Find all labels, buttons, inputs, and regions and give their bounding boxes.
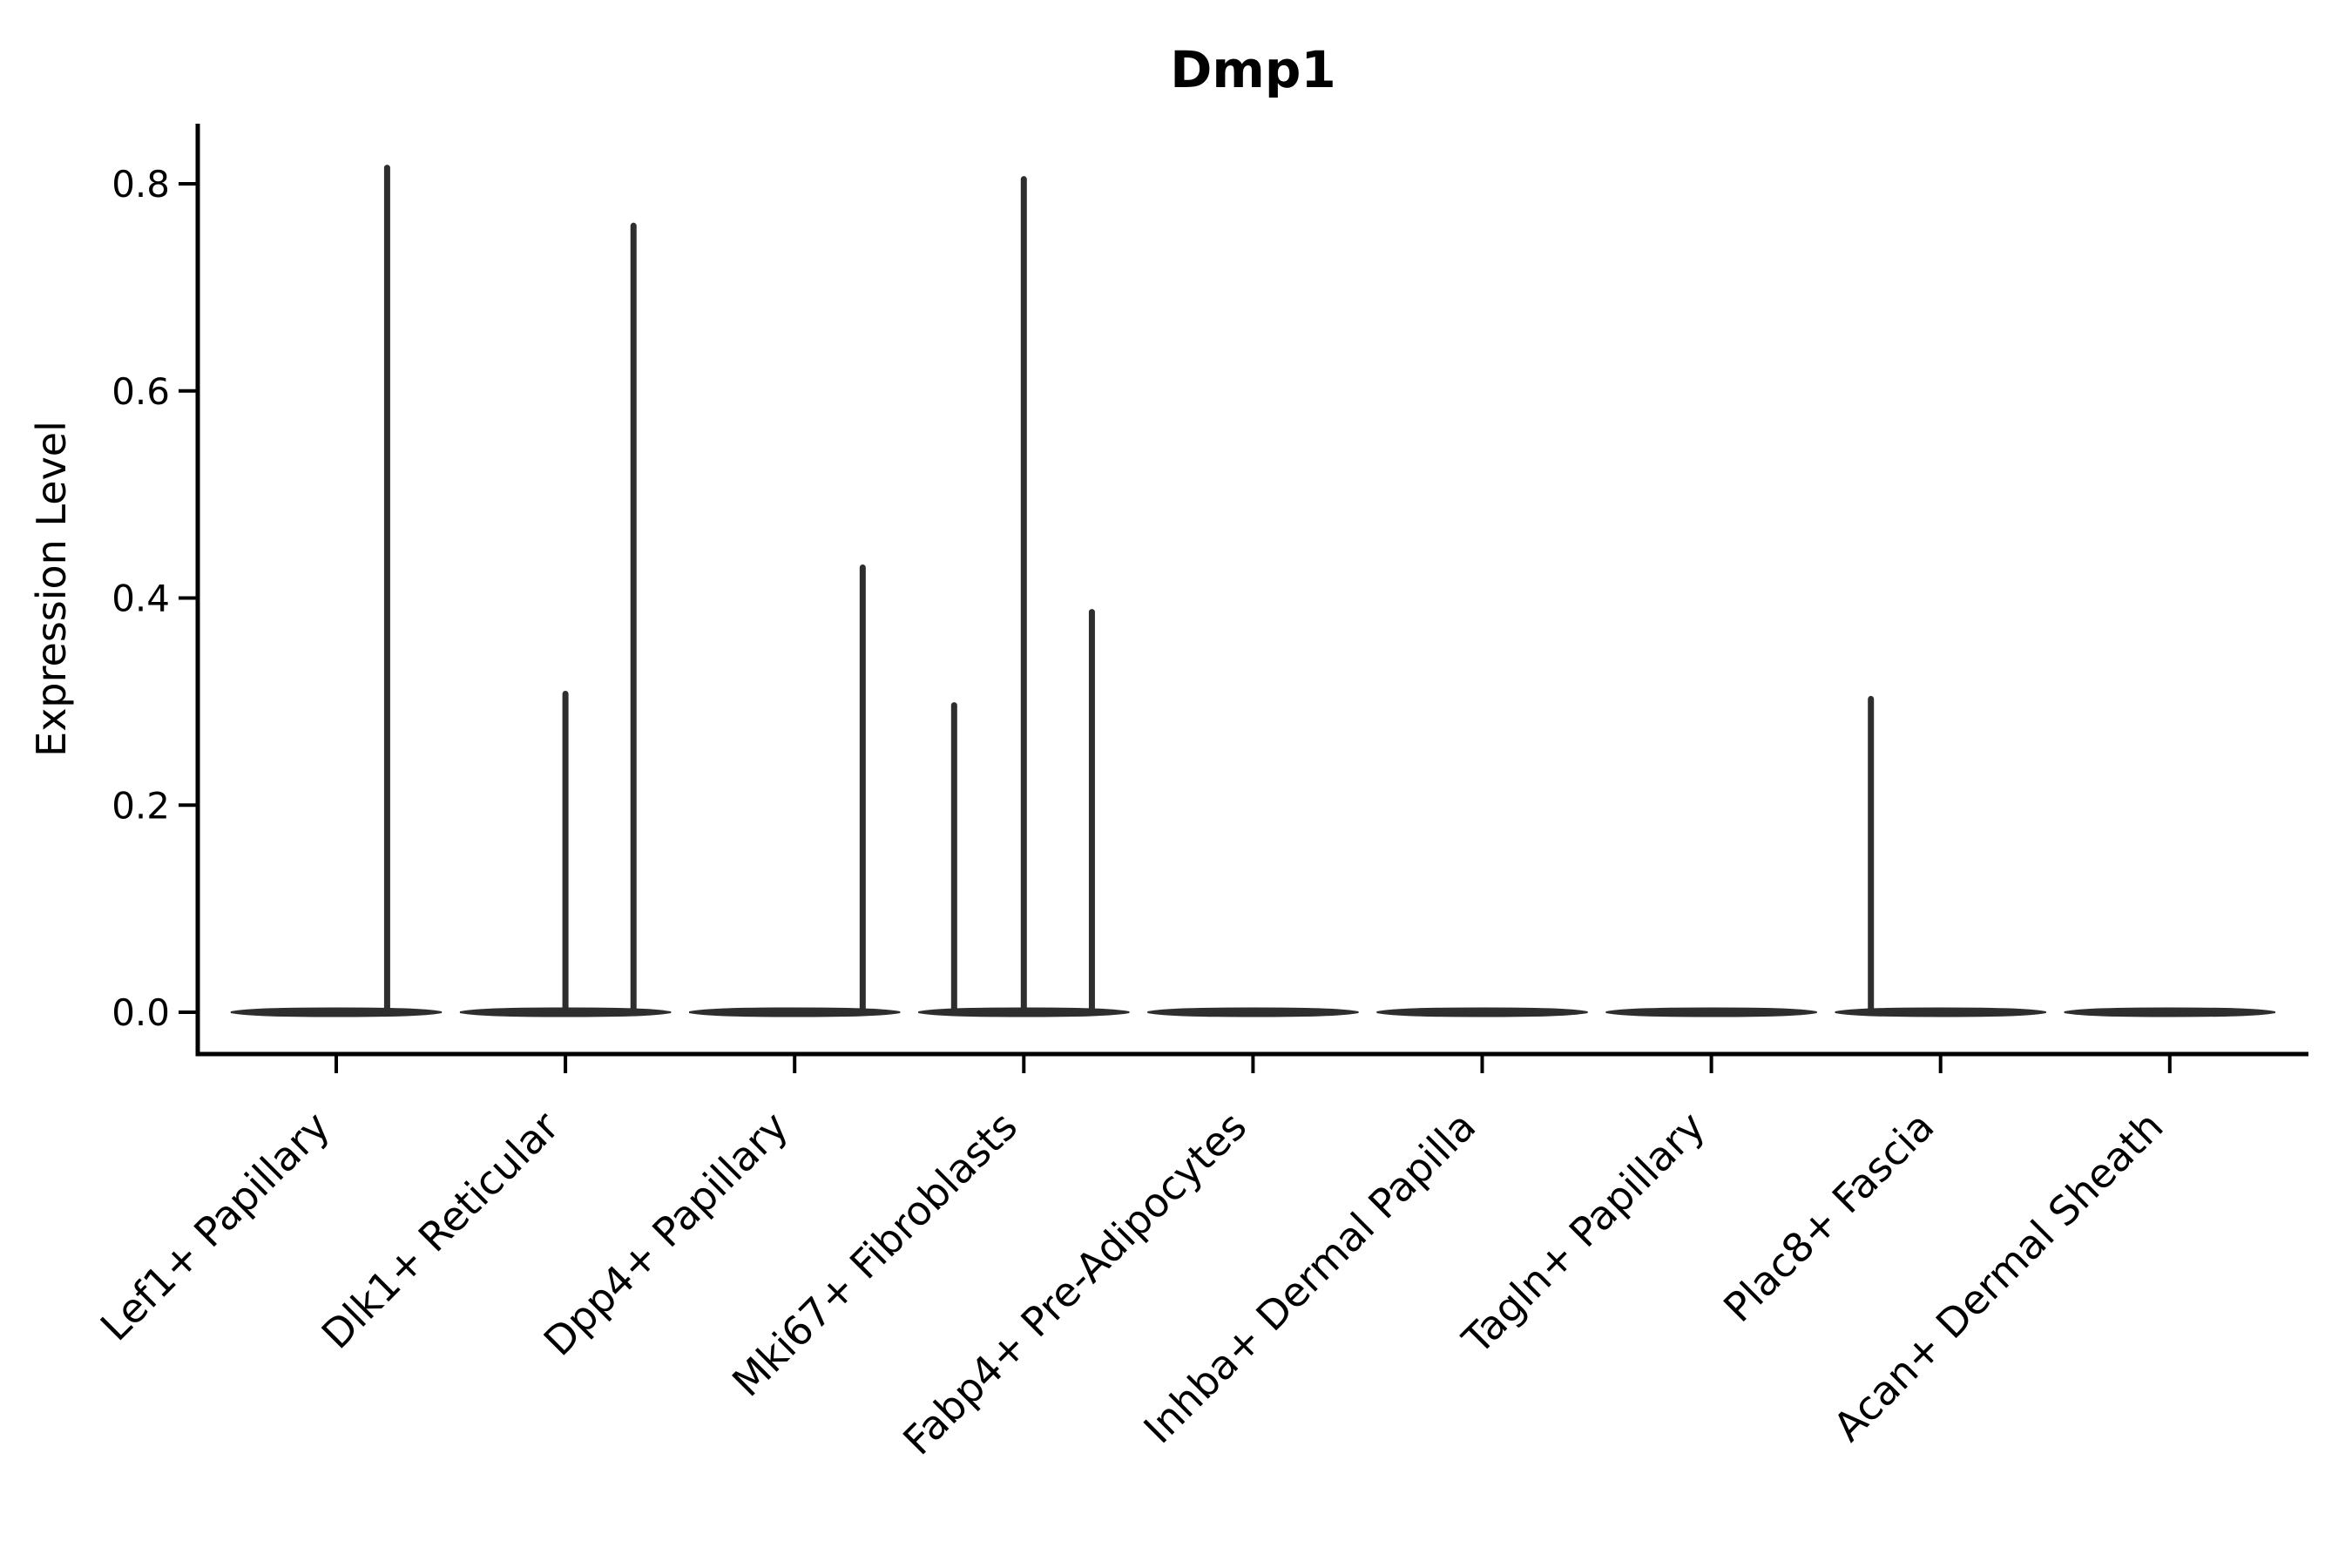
chart-title: Dmp1 — [1170, 40, 1335, 99]
violin-body — [2064, 1007, 2275, 1017]
violin-body — [1376, 1007, 1588, 1017]
violin-body — [1835, 1007, 2046, 1017]
y-tick-label: 0.0 — [112, 991, 170, 1034]
violin-body — [1605, 1007, 1817, 1017]
y-axis-label: Expression Level — [28, 421, 75, 757]
violin-body — [1147, 1007, 1359, 1017]
y-tick-label: 0.8 — [112, 163, 170, 206]
violin-body — [230, 1007, 443, 1017]
y-tick-label: 0.2 — [112, 784, 170, 827]
y-tick-label: 0.6 — [112, 370, 170, 413]
violin-body — [689, 1007, 901, 1017]
y-tick-label: 0.4 — [112, 578, 170, 620]
